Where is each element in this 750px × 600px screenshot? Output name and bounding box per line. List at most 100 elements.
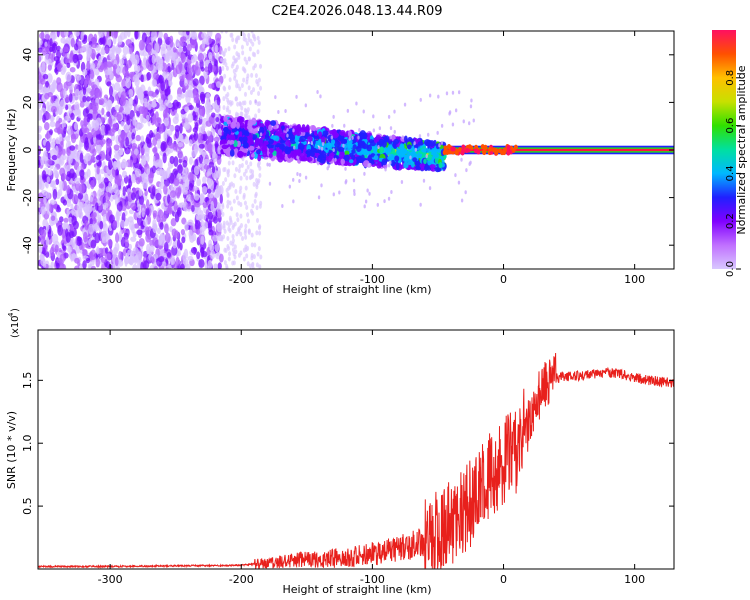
noise-blob — [123, 123, 129, 133]
noise-blob — [50, 105, 57, 113]
signal-blob — [263, 140, 269, 146]
noise-blob — [199, 75, 205, 86]
noise-blob — [84, 220, 89, 231]
noise-blob — [60, 66, 66, 76]
noise-blob — [246, 218, 250, 224]
noise-blob — [160, 142, 166, 152]
noise-blob — [304, 103, 308, 108]
noise-blob — [112, 64, 118, 70]
noise-blob — [38, 245, 43, 254]
snr-scale-label: (x10 — [10, 315, 21, 338]
signal-blob — [265, 133, 270, 141]
noise-blob — [83, 79, 88, 88]
noise-blob — [144, 146, 150, 157]
noise-blob — [208, 115, 215, 125]
noise-blob — [108, 85, 113, 97]
signal-blob — [231, 128, 238, 133]
snr-scale-factor: (x10 4 ) — [7, 308, 21, 338]
noise-blob — [353, 188, 356, 193]
signal-blob — [336, 145, 341, 152]
noise-blob — [247, 32, 251, 38]
signal-blob — [256, 149, 261, 155]
noise-blob — [63, 217, 69, 224]
noise-blob — [216, 221, 223, 233]
noise-blob — [159, 182, 165, 190]
noise-blob — [296, 155, 299, 160]
noise-blob — [115, 47, 122, 54]
noise-blob — [141, 207, 145, 218]
noise-blob — [229, 217, 233, 223]
noise-blob — [332, 192, 335, 197]
signal-blob — [376, 161, 382, 169]
noise-blob — [163, 242, 169, 252]
noise-blob — [99, 37, 105, 44]
noise-blob — [205, 92, 211, 101]
noise-blob — [152, 237, 159, 247]
noise-blob — [234, 96, 238, 102]
noise-blob — [457, 180, 461, 185]
noise-blob — [353, 192, 356, 197]
noise-blob — [457, 90, 461, 95]
noise-blob — [245, 41, 249, 47]
noise-blob — [40, 229, 46, 239]
noise-blob — [235, 38, 239, 44]
noise-blob — [176, 93, 182, 101]
noise-blob — [239, 213, 243, 219]
signal-blob — [317, 154, 325, 160]
noise-blob — [460, 157, 463, 162]
noise-blob — [216, 96, 221, 106]
noise-blob — [38, 211, 41, 223]
noise-blob — [253, 242, 257, 248]
noise-blob — [247, 230, 251, 236]
noise-blob — [233, 244, 237, 250]
noise-blob — [460, 198, 464, 203]
signal-blob — [373, 155, 379, 161]
signal-blob — [374, 136, 378, 144]
noise-blob — [70, 37, 75, 48]
signal-blob — [243, 132, 250, 137]
noise-blob — [330, 135, 334, 140]
noise-blob — [61, 172, 67, 181]
noise-blob — [250, 72, 254, 78]
x-tick-label: -100 — [360, 273, 385, 286]
noise-blob — [258, 203, 262, 209]
noise-blob — [45, 236, 50, 246]
noise-blob — [224, 47, 228, 53]
noise-blob — [200, 196, 205, 203]
carrier-blob — [447, 149, 452, 155]
noise-blob — [383, 199, 386, 204]
noise-blob — [127, 249, 133, 256]
noise-blob — [146, 168, 151, 176]
noise-blob — [78, 183, 85, 194]
noise-blob — [257, 91, 261, 97]
noise-blob — [44, 133, 51, 139]
noise-blob — [249, 263, 253, 269]
spectrogram-y-axis-label: Frequency (Hz) — [5, 109, 18, 192]
noise-blob — [60, 37, 66, 44]
noise-blob — [95, 202, 99, 211]
noise-blob — [242, 194, 246, 200]
noise-blob — [255, 262, 259, 268]
noise-blob — [390, 190, 393, 195]
noise-blob — [255, 205, 259, 211]
noise-blob — [465, 168, 468, 173]
noise-blob — [76, 75, 82, 81]
noise-blob — [113, 82, 121, 92]
noise-blob — [245, 109, 249, 115]
noise-blob — [128, 243, 132, 250]
noise-blob — [207, 211, 214, 220]
noise-blob — [244, 37, 248, 43]
noise-blob — [226, 97, 230, 103]
signal-blob — [404, 135, 408, 143]
noise-blob — [154, 111, 159, 120]
noise-blob — [228, 184, 232, 190]
noise-blob — [135, 85, 141, 96]
signal-blob — [349, 152, 354, 158]
noise-blob — [145, 233, 151, 243]
signal-blob — [406, 144, 412, 150]
noise-blob — [169, 39, 174, 48]
noise-blob — [178, 133, 183, 141]
noise-blob — [186, 203, 192, 210]
signal-blob — [270, 120, 277, 126]
noise-blob — [72, 95, 79, 101]
